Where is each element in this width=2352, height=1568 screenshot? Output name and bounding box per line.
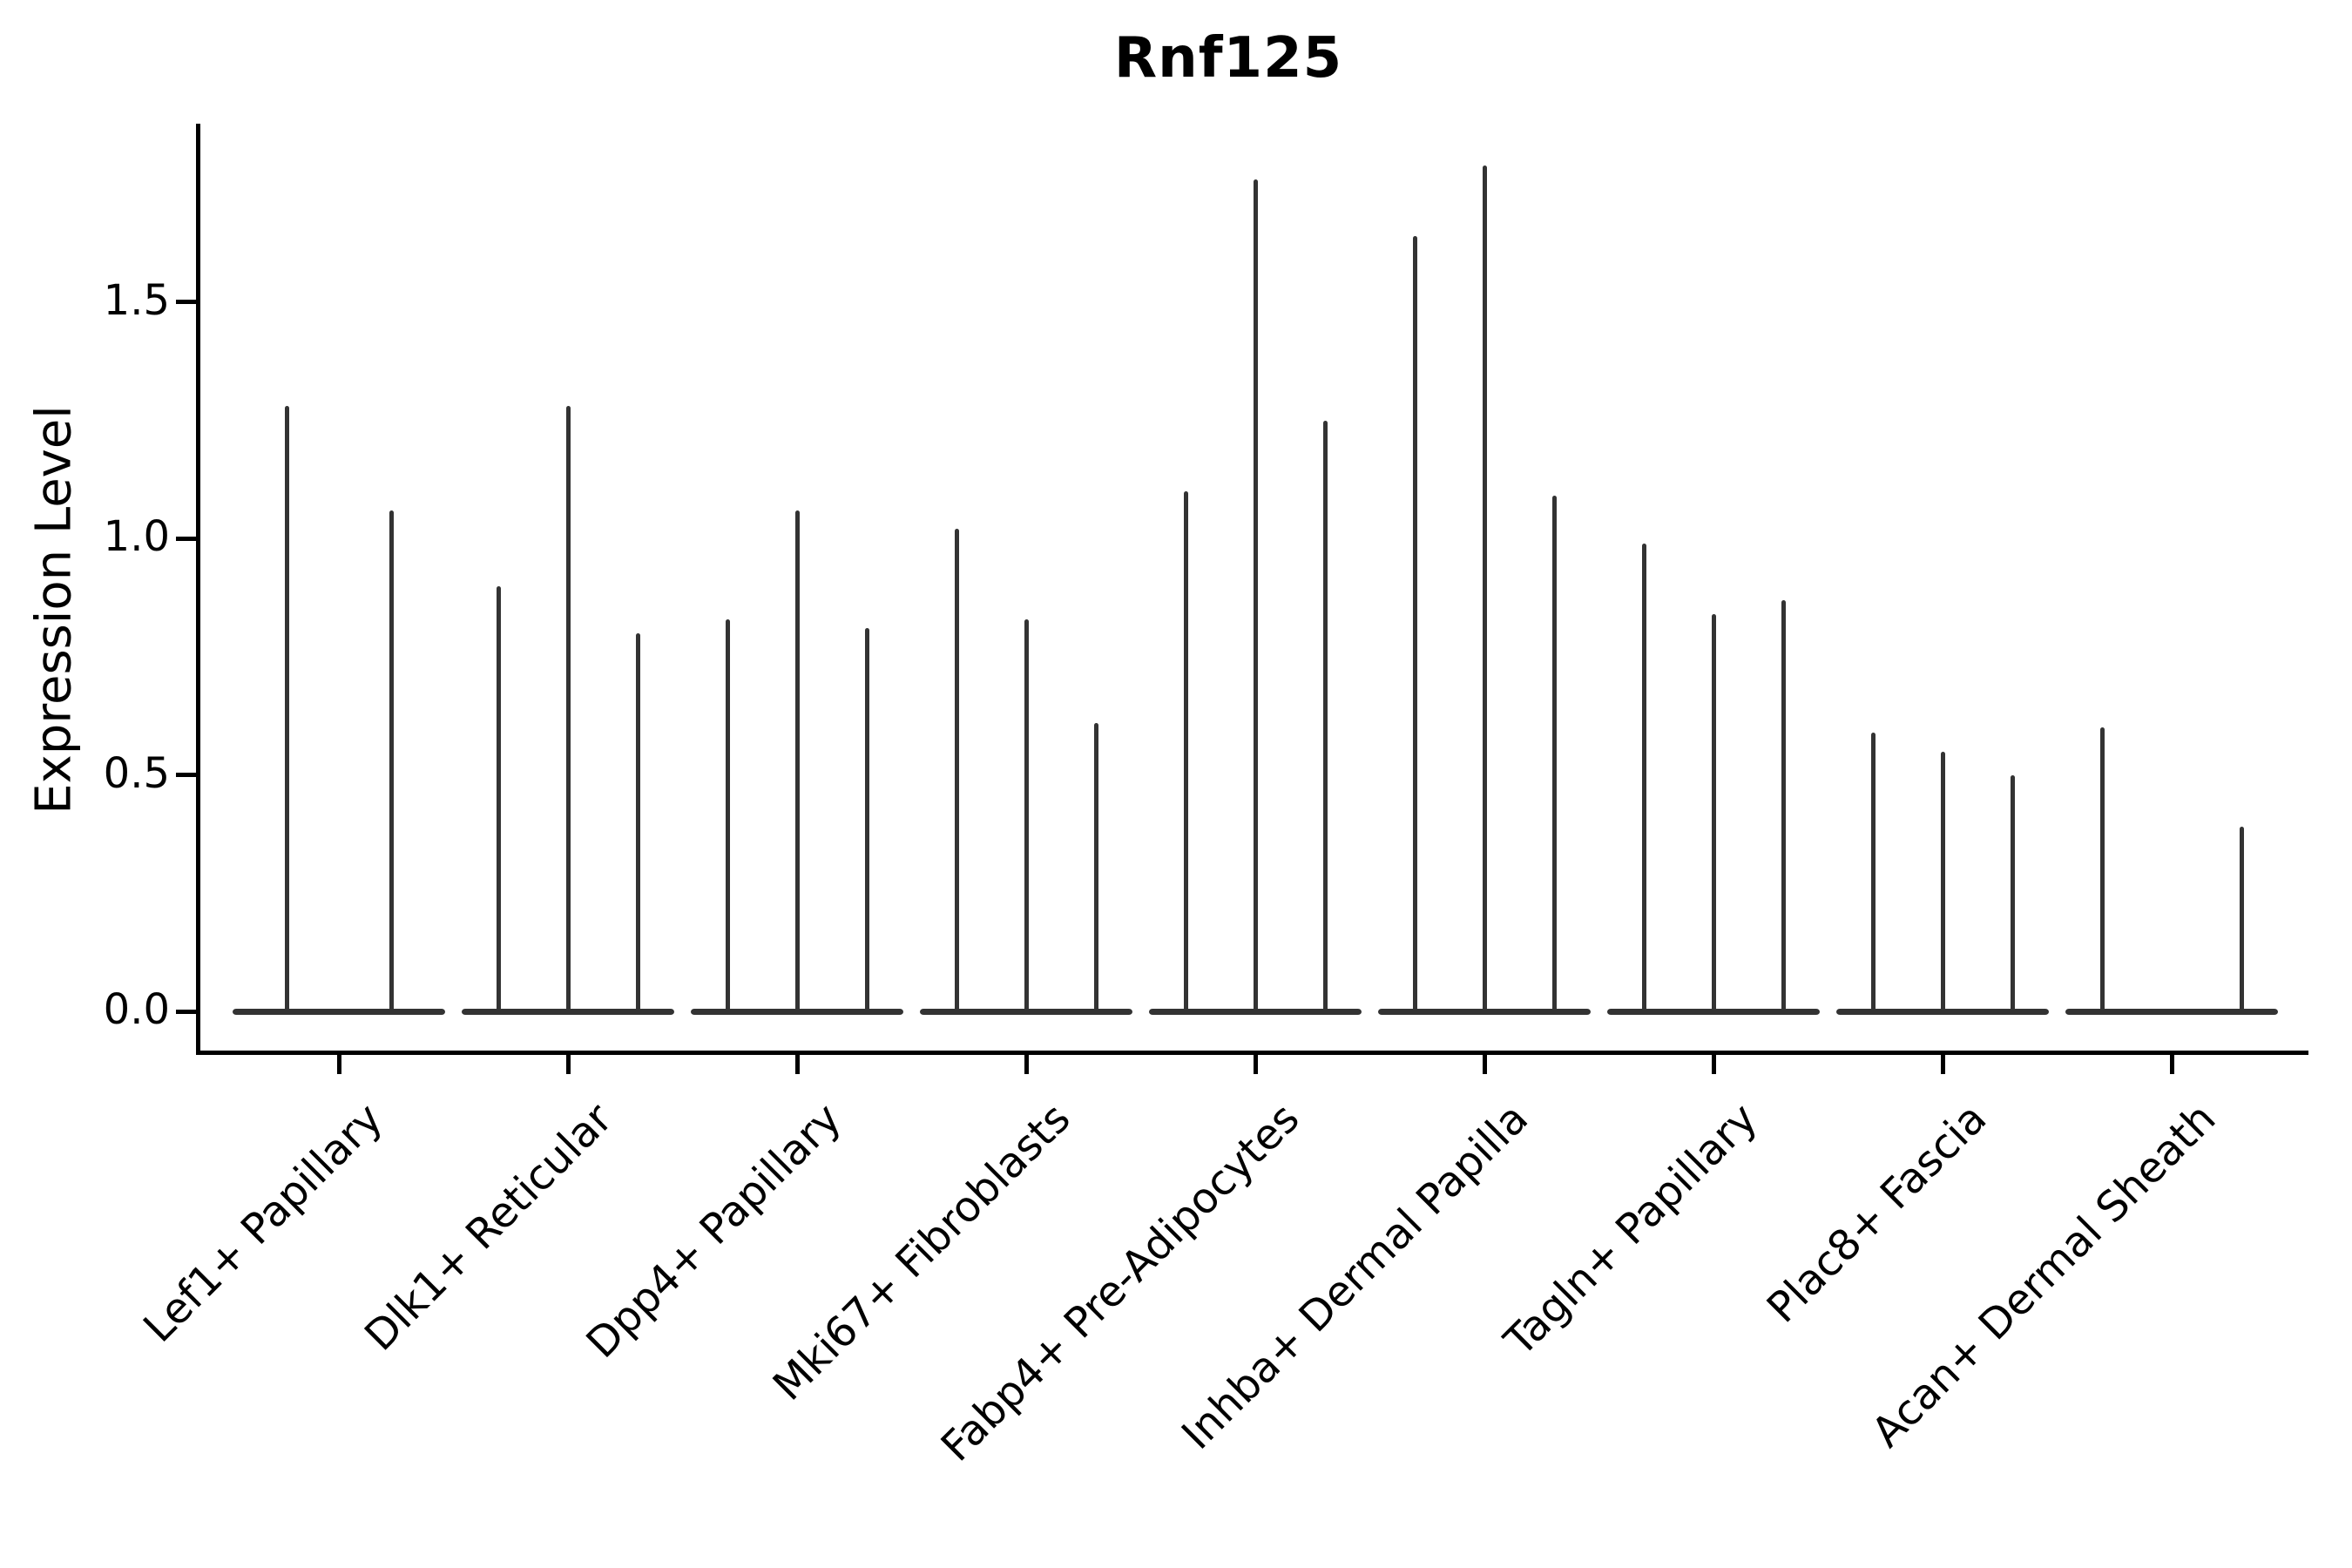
violin-spike (496, 585, 501, 1014)
violin-spike (389, 510, 394, 1014)
x-tick-mark (1253, 1055, 1258, 1074)
violin-spike (725, 618, 730, 1014)
violin-spike (864, 628, 869, 1014)
violin-spike (1711, 614, 1716, 1014)
violin-spike (1641, 543, 1646, 1014)
x-tick-label: Dpp4+ Papillary (577, 1093, 851, 1368)
y-axis-spine (196, 124, 200, 1055)
x-tick-label: Dlk1+ Reticular (355, 1093, 622, 1361)
violin-spike (2010, 774, 2015, 1014)
x-tick-mark (336, 1055, 341, 1074)
violin-spike (565, 406, 571, 1014)
x-tick-label: Plac8+ Fascia (1757, 1093, 1997, 1333)
y-tick-mark (176, 1009, 198, 1014)
y-tick-label: 1.0 (103, 512, 170, 562)
x-tick-mark (2169, 1055, 2174, 1074)
violin-spike (284, 406, 289, 1014)
y-tick-label: 0.0 (103, 985, 170, 1034)
x-axis-spine (196, 1051, 2308, 1055)
violin-spike (2239, 827, 2244, 1014)
violin-spike (1253, 179, 1258, 1014)
violin-spike (1551, 496, 1557, 1014)
y-tick-label: 1.5 (103, 275, 170, 325)
x-tick-mark (565, 1055, 571, 1074)
x-tick-mark (794, 1055, 800, 1074)
x-tick-mark (1940, 1055, 1945, 1074)
x-tick-label: Tagln+ Papillary (1495, 1093, 1767, 1366)
chart-title: Rnf125 (1113, 26, 1343, 91)
violin-spike (1093, 722, 1098, 1014)
violin-spike (1322, 420, 1328, 1014)
violin-spike (1183, 491, 1188, 1014)
violin-spike (635, 632, 640, 1014)
violin-spike (2099, 727, 2105, 1014)
violin-spike (1940, 751, 1945, 1014)
violin-base (2065, 1008, 2278, 1015)
x-tick-mark (1711, 1055, 1716, 1074)
violin-base (233, 1008, 445, 1015)
x-tick-mark (1024, 1055, 1029, 1074)
violin-spike (1412, 235, 1417, 1014)
y-tick-mark (176, 536, 198, 541)
violin-spike (794, 510, 800, 1014)
violin-spike (954, 529, 959, 1014)
violin-spike (1870, 732, 1876, 1014)
y-tick-mark (176, 300, 198, 305)
x-tick-mark (1482, 1055, 1487, 1074)
violin-spike (1482, 165, 1487, 1014)
violin-spike (1781, 599, 1786, 1014)
y-tick-mark (176, 773, 198, 778)
violin-spike (1024, 618, 1029, 1014)
x-tick-label: Lef1+ Papillary (134, 1093, 393, 1352)
y-tick-label: 0.5 (103, 748, 170, 798)
